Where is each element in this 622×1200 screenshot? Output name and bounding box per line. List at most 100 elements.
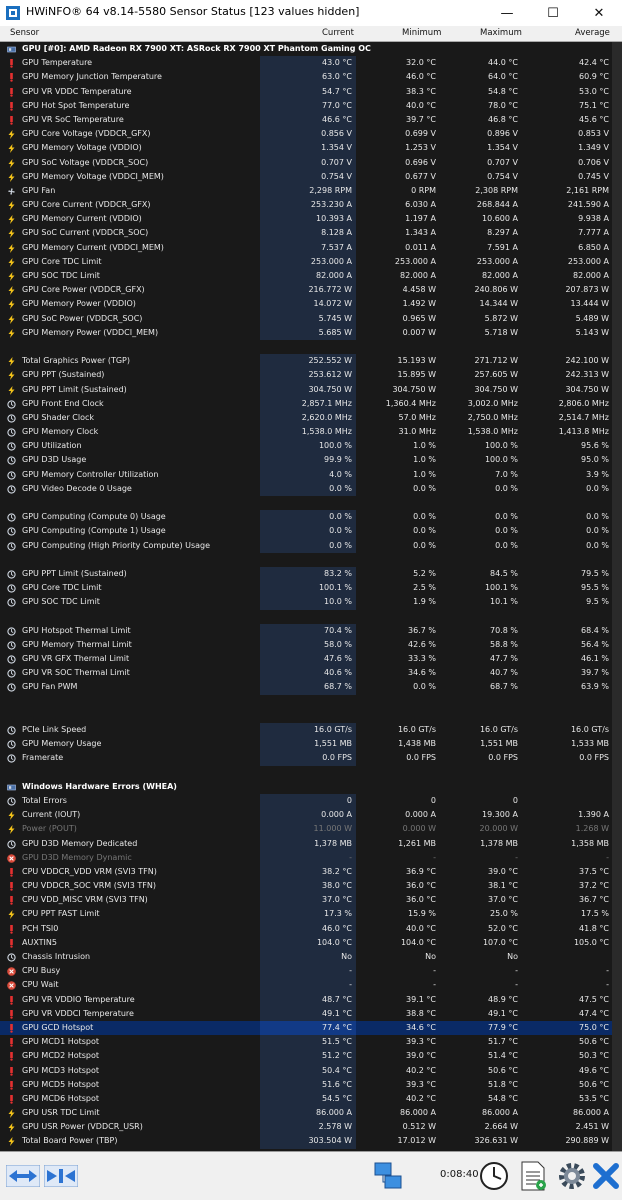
sensor-row[interactable]: GPU Computing (High Priority Compute) Us… xyxy=(0,538,622,553)
sensor-row[interactable]: GPU Hot Spot Temperature 77.0 °C 40.0 °C 78… xyxy=(0,98,622,113)
sensor-label: CPU VDD_MISC VRM (SVI3 TFN) xyxy=(22,895,148,905)
sensor-row[interactable]: Total Errors 0 0 0 xyxy=(0,793,622,809)
sensor-row[interactable]: GPU Shader Clock 2,620.0 MHz 57.0 MHz 2,750… xyxy=(0,410,622,426)
sensor-row[interactable]: GPU VR VDDC Temperature 54.7 °C 38.3 °C 54.… xyxy=(0,84,622,99)
nav-left-right-icon[interactable] xyxy=(4,1158,42,1194)
sensor-row[interactable]: GPU Memory Current (VDDIO) 10.393 A 1.197 … xyxy=(0,212,622,227)
sensor-row[interactable]: PCIe Link Speed 16.0 GT/s 16.0 GT/s 16.0 GT… xyxy=(0,723,622,738)
sensor-row[interactable]: GPU SOC TDC Limit 82.000 A 82.000 A 82.000 … xyxy=(0,269,622,284)
header-average[interactable]: Average xyxy=(575,28,610,38)
sensor-row[interactable]: GPU D3D Memory Dedicated 1,378 MB 1,261 MB… xyxy=(0,836,622,851)
sensor-row[interactable]: CPU VDD_MISC VRM (SVI3 TFN) 37.0 °C 36.0 °… xyxy=(0,893,622,908)
sensor-row[interactable]: GPU Memory Voltage (VDDIO) 1.354 V 1.253 V… xyxy=(0,141,622,156)
sensor-row[interactable]: GPU MCD2 Hotspot 51.2 °C 39.0 °C 51.4 °C 50.… xyxy=(0,1049,622,1064)
network-icon[interactable] xyxy=(370,1158,406,1194)
current-value: 253.000 A xyxy=(260,254,356,269)
sensor-row[interactable]: GPU Memory Current (VDDCI_MEM) 7.537 A 0.0… xyxy=(0,240,622,255)
maximize-button[interactable]: ☐ xyxy=(547,5,559,21)
sensor-row[interactable]: GPU Memory Voltage (VDDCI_MEM) 0.754 V 0.6… xyxy=(0,169,622,184)
sensor-row[interactable]: GPU SoC Power (VDDCR_SOC) 5.745 W 0.965 W 5… xyxy=(0,311,622,326)
clock-icon[interactable] xyxy=(476,1158,512,1194)
sensor-row[interactable]: Total Graphics Power (TGP) 252.552 W 15.19… xyxy=(0,354,622,369)
clock-icon xyxy=(7,485,16,494)
sensor-row[interactable]: AUXTIN5 104.0 °C 104.0 °C 107.0 °C 105.0 °C xyxy=(0,935,622,950)
sensor-row[interactable]: GPU Core TDC Limit 100.1 % 2.5 % 100.1 % 95.… xyxy=(0,581,622,596)
current-value: 104.0 °C xyxy=(260,935,356,950)
sensor-row[interactable]: CPU Wait - - - - xyxy=(0,978,622,993)
sensor-row[interactable]: GPU MCD3 Hotspot 50.4 °C 40.2 °C 50.6 °C 49.… xyxy=(0,1063,622,1078)
sensor-row[interactable]: GPU D3D Memory Dynamic - - - - xyxy=(0,850,622,865)
sensor-row[interactable]: Chassis Intrusion No No No xyxy=(0,950,622,965)
sensor-row[interactable]: Power (POUT) 11.000 W 0.000 W 20.000 W 1.268… xyxy=(0,822,622,837)
sensor-row[interactable]: PCH TSI0 46.0 °C 40.0 °C 52.0 °C 41.8 °C xyxy=(0,921,622,936)
clock-icon xyxy=(7,641,16,650)
sensor-row[interactable]: GPU Core Voltage (VDDCR_GFX) 0.856 V 0.699… xyxy=(0,127,622,142)
sensor-label: GPU USR Power (VDDCR_USR) xyxy=(22,1122,143,1132)
sensor-row[interactable]: GPU Video Decode 0 Usage 0.0 % 0.0 % 0.0 % 0… xyxy=(0,481,622,496)
title-bar[interactable]: HWiNFO® 64 v8.14-5580 Sensor Status [123… xyxy=(0,0,622,26)
sensor-row[interactable]: GPU Hotspot Thermal Limit 70.4 % 36.7 % 70.… xyxy=(0,623,622,638)
sensor-row[interactable]: GPU PPT Limit (Sustained) 304.750 W 304.75… xyxy=(0,382,622,397)
header-current[interactable]: Current xyxy=(322,28,354,38)
current-value: 10.393 A xyxy=(260,212,356,227)
sensor-row[interactable]: GPU VR SoC Temperature 46.6 °C 39.7 °C 46.8… xyxy=(0,112,622,128)
sensor-row[interactable]: GPU SoC Current (VDDCR_SOC) 8.128 A 1.343 … xyxy=(0,226,622,241)
header-sensor[interactable]: Sensor xyxy=(10,28,40,38)
sensor-row[interactable]: GPU MCD5 Hotspot 51.6 °C 39.3 °C 51.8 °C 50.… xyxy=(0,1077,622,1092)
scrollbar[interactable] xyxy=(612,42,622,1151)
header-minimum[interactable]: Minimum xyxy=(402,28,442,38)
sensor-row[interactable]: GPU PPT Limit (Sustained) 83.2 % 5.2 % 84.5… xyxy=(0,566,622,582)
sensor-row[interactable]: GPU SOC TDC Limit 10.0 % 1.9 % 10.1 % 9.5 % xyxy=(0,595,622,610)
sensor-row[interactable]: GPU Memory Thermal Limit 58.0 % 42.6 % 58.8… xyxy=(0,637,622,653)
sensor-row[interactable]: Total Board Power (TBP) 303.504 W 17.012 W… xyxy=(0,1134,622,1149)
sensor-row[interactable]: GPU Front End Clock 2,857.1 MHz 1,360.4 MH… xyxy=(0,396,622,411)
minimum-value: - xyxy=(433,966,436,976)
sensor-row[interactable]: Framerate 0.0 FPS 0.0 FPS 0.0 FPS 0.0 FPS xyxy=(0,751,622,766)
sensor-row[interactable]: GPU Computing (Compute 0) Usage 0.0 % 0.0 … xyxy=(0,510,622,525)
sensor-row[interactable]: GPU VR VDDIO Temperature 48.7 °C 39.1 °C 48… xyxy=(0,992,622,1007)
sensor-row[interactable]: GPU Memory Controller Utilization 4.0 % 1.… xyxy=(0,467,622,482)
sensor-label: CPU VDDCR_VDD VRM (SVI3 TFN) xyxy=(22,866,157,876)
sensor-row[interactable]: GPU PPT (Sustained) 253.612 W 15.895 W 257.… xyxy=(0,368,622,383)
sensor-row[interactable]: GPU VR VDDCI Temperature 49.1 °C 38.8 °C 49… xyxy=(0,1006,622,1021)
sensor-row[interactable]: CPU VDDCR_SOC VRM (SVI3 TFN) 38.0 °C 36.0 … xyxy=(0,879,622,894)
sensor-row[interactable]: GPU Core Current (VDDCR_GFX) 253.230 A 6.0… xyxy=(0,198,622,213)
sensor-row[interactable]: GPU USR TDC Limit 86.000 A 86.000 A 86.000 … xyxy=(0,1106,622,1121)
sensor-row[interactable]: GPU MCD6 Hotspot 54.5 °C 40.2 °C 54.8 °C 53.… xyxy=(0,1091,622,1107)
sensor-row[interactable]: GPU Fan 2,298 RPM 0 RPM 2,308 RPM 2,161 RPM xyxy=(0,183,622,199)
close-icon[interactable] xyxy=(590,1158,622,1194)
sensor-table[interactable]: GPU [#0]: AMD Radeon RX 7900 XT: ASRock … xyxy=(0,42,622,1151)
settings-icon[interactable] xyxy=(554,1158,590,1194)
sensor-row[interactable]: GPU D3D Usage 99.9 % 1.0 % 100.0 % 95.0 % xyxy=(0,453,622,468)
sensor-row[interactable]: GPU Core TDC Limit 253.000 A 253.000 A 253.… xyxy=(0,254,622,269)
report-icon[interactable] xyxy=(516,1158,552,1194)
sensor-row[interactable]: GPU Fan PWM 68.7 % 0.0 % 68.7 % 63.9 % xyxy=(0,680,622,695)
sensor-row[interactable]: GPU Utilization 100.0 % 1.0 % 100.0 % 95.6 % xyxy=(0,439,622,454)
sensor-row[interactable]: CPU Busy - - - - xyxy=(0,964,622,979)
close-window-button[interactable]: ✕ xyxy=(593,5,605,21)
sensor-row[interactable]: GPU Memory Power (VDDIO) 14.072 W 1.492 W 1… xyxy=(0,297,622,312)
sensor-row[interactable]: GPU USR Power (VDDCR_USR) 2.578 W 0.512 W 2… xyxy=(0,1120,622,1135)
sensor-row[interactable]: GPU MCD1 Hotspot 51.5 °C 39.3 °C 51.7 °C 50.… xyxy=(0,1035,622,1050)
sensor-row[interactable]: CPU VDDCR_VDD VRM (SVI3 TFN) 38.2 °C 36.9 … xyxy=(0,864,622,880)
header-maximum[interactable]: Maximum xyxy=(480,28,522,38)
current-value: 48.7 °C xyxy=(260,992,356,1007)
sensor-row[interactable]: GPU Memory Usage 1,551 MB 1,438 MB 1,551 MB… xyxy=(0,737,622,752)
group-header-row[interactable]: Windows Hardware Errors (WHEA) xyxy=(0,780,622,794)
sensor-row[interactable]: GPU Memory Clock 1,538.0 MHz 31.0 MHz 1,538… xyxy=(0,425,622,440)
sensor-row[interactable]: GPU Core Power (VDDCR_GFX) 216.772 W 4.458… xyxy=(0,283,622,298)
sensor-row[interactable]: GPU Memory Power (VDDCI_MEM) 5.685 W 0.007… xyxy=(0,325,622,340)
sensor-row[interactable]: GPU VR GFX Thermal Limit 47.6 % 33.3 % 47.7… xyxy=(0,652,622,667)
sensor-row[interactable]: GPU SoC Voltage (VDDCR_SOC) 0.707 V 0.696 … xyxy=(0,155,622,170)
minimum-value: 38.3 °C xyxy=(406,86,436,96)
sensor-row[interactable]: GPU Computing (Compute 1) Usage 0.0 % 0.0 … xyxy=(0,524,622,539)
sensor-row[interactable]: GPU Memory Junction Temperature 63.0 °C 46… xyxy=(0,70,622,85)
sensor-row[interactable]: GPU GCD Hotspot 77.4 °C 34.6 °C 77.9 °C 75.0… xyxy=(0,1020,622,1036)
sensor-row[interactable]: CPU PPT FAST Limit 17.3 % 15.9 % 25.0 % 17.5… xyxy=(0,907,622,922)
sensor-row[interactable]: Current (IOUT) 0.000 A 0.000 A 19.300 A 1.39… xyxy=(0,808,622,823)
sensor-row[interactable]: GPU Temperature 43.0 °C 32.0 °C 44.0 °C 42.4… xyxy=(0,56,622,71)
nav-collapse-icon[interactable] xyxy=(42,1158,80,1194)
minimize-button[interactable]: — xyxy=(500,5,514,21)
sensor-row[interactable]: GPU VR SOC Thermal Limit 40.6 % 34.6 % 40.7… xyxy=(0,666,622,681)
group-header-row[interactable]: GPU [#0]: AMD Radeon RX 7900 XT: ASRock … xyxy=(0,42,622,56)
